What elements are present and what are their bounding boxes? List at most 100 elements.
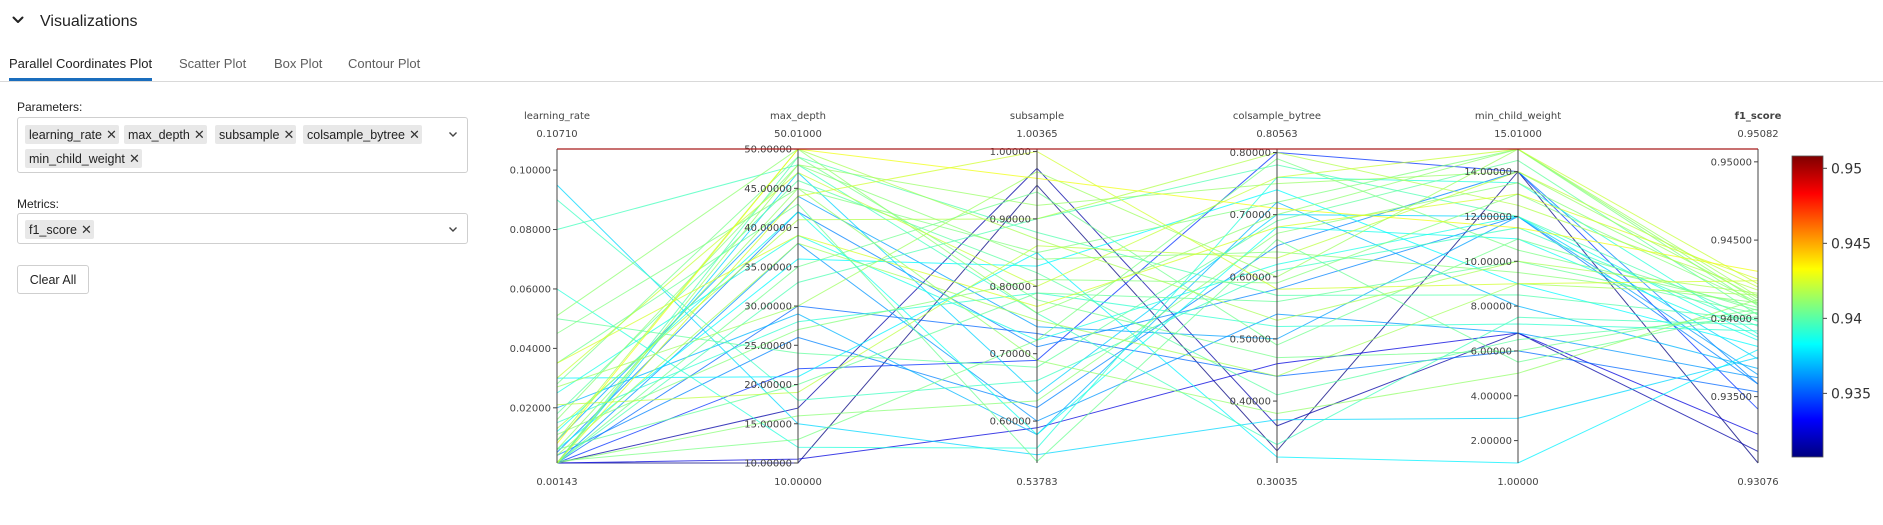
tick-label: 10.00000 <box>744 459 792 470</box>
parameter-chip: max_depth ✕ <box>124 125 207 144</box>
data-line <box>556 148 1759 334</box>
tick-label: 20.00000 <box>744 380 792 391</box>
data-line <box>556 148 1759 441</box>
tick-label: 1.00000 <box>990 147 1031 158</box>
remove-chip-icon[interactable]: ✕ <box>106 127 117 142</box>
axis-range-min: 10.00000 <box>774 477 822 488</box>
data-line <box>556 164 1759 446</box>
tick-label: 14.00000 <box>1464 167 1512 178</box>
parameter-chip: subsample ✕ <box>215 125 297 144</box>
tick-label: 0.06000 <box>510 284 551 295</box>
remove-chip-icon[interactable]: ✕ <box>409 127 420 142</box>
tick-label: 0.02000 <box>510 403 551 414</box>
data-line <box>556 292 1759 424</box>
data-line <box>556 211 1759 436</box>
data-line <box>556 242 1759 464</box>
tab-parallel-coordinates[interactable]: Parallel Coordinates Plot <box>9 48 153 81</box>
tick-label: 25.00000 <box>744 341 792 352</box>
data-line <box>556 164 1759 464</box>
data-line <box>556 189 1759 450</box>
data-line <box>556 148 1759 444</box>
remove-chip-icon[interactable]: ✕ <box>81 222 92 237</box>
axis-title: learning_rate <box>524 111 590 122</box>
tick-label: 0.70000 <box>1230 210 1271 221</box>
clear-all-button[interactable]: Clear All <box>17 265 89 294</box>
tick-label: 35.00000 <box>744 262 792 273</box>
tick-label: 0.04000 <box>510 344 551 355</box>
axis-colsample-bytree[interactable]: colsample_bytree 0.80563 0.30035 0.40000 0.5… <box>1230 111 1321 488</box>
data-line <box>556 176 1759 449</box>
chip-label: f1_score <box>29 223 77 237</box>
tick-label: 0.60000 <box>1230 272 1271 283</box>
data-line <box>556 242 1759 456</box>
data-line <box>556 191 1759 464</box>
remove-chip-icon[interactable]: ✕ <box>128 151 140 166</box>
axis-f1-score[interactable]: f1_score 0.95082 0.93076 0.93500 0.94000 0.94… <box>1711 111 1782 488</box>
visualizations-section-toggle[interactable]: Visualizations <box>8 8 138 36</box>
metrics-label: Metrics: <box>17 197 59 211</box>
data-line <box>556 193 1759 436</box>
data-line <box>556 164 1759 464</box>
tick-label: 30.00000 <box>744 302 792 313</box>
data-line <box>556 182 1759 464</box>
data-line <box>556 211 1759 453</box>
data-line <box>556 332 1759 464</box>
tab-contour-plot[interactable]: Contour Plot <box>348 56 421 71</box>
tick-label: 0.10000 <box>510 166 551 177</box>
data-line <box>556 148 1759 317</box>
axis-title: min_child_weight <box>1475 111 1561 122</box>
axis-subsample[interactable]: subsample 1.00365 0.53783 0.60000 0.70000 0.8… <box>990 111 1064 488</box>
axis-range-max: 1.00365 <box>1016 129 1057 140</box>
axis-range-max: 0.80563 <box>1256 129 1297 140</box>
tick-label: 0.60000 <box>990 417 1031 428</box>
tab-box-plot[interactable]: Box Plot <box>274 56 323 71</box>
axis-title: f1_score <box>1735 111 1782 122</box>
parameter-chip: min_child_weight ✕ <box>25 149 142 168</box>
data-line <box>556 156 1759 385</box>
chevron-down-icon[interactable] <box>447 128 459 140</box>
axis-learning-rate[interactable]: learning_rate 0.10710 0.00143 0.02000 0.0400… <box>510 111 590 488</box>
data-line <box>556 215 1759 394</box>
axis-range-max: 0.10710 <box>536 129 577 140</box>
tab-scatter-plot[interactable]: Scatter Plot <box>179 56 247 71</box>
axis-title: max_depth <box>770 111 826 122</box>
axis-min-child-weight[interactable]: min_child_weight 15.01000 1.00000 2.00000 4.… <box>1464 111 1561 488</box>
tick-label: 0.80000 <box>1230 148 1271 159</box>
data-line <box>556 179 1759 415</box>
remove-chip-icon[interactable]: ✕ <box>283 127 295 142</box>
axis-range-max: 50.01000 <box>774 129 822 140</box>
chip-label: subsample <box>219 128 280 142</box>
axis-range-min: 0.30035 <box>1256 477 1297 488</box>
chip-label: min_child_weight <box>29 152 125 166</box>
tick-label: 0.94000 <box>1711 314 1752 325</box>
chip-label: max_depth <box>128 128 190 142</box>
parameter-chip: learning_rate ✕ <box>25 125 119 144</box>
tick-label: 4.00000 <box>1471 391 1512 402</box>
data-line <box>556 195 1759 441</box>
data-line <box>556 260 1759 450</box>
tick-label: 0.93500 <box>1711 392 1752 403</box>
remove-chip-icon[interactable]: ✕ <box>193 127 205 142</box>
data-line <box>556 148 1759 379</box>
axis-title: colsample_bytree <box>1233 111 1321 122</box>
tick-label: 6.00000 <box>1471 346 1512 357</box>
colorbar-tick-label: 0.935 <box>1831 386 1871 402</box>
data-line <box>556 252 1759 464</box>
axis-max-depth[interactable]: max_depth 50.01000 10.00000 10.00000 15.0000… <box>744 111 826 488</box>
tick-label: 10.00000 <box>1464 257 1512 268</box>
tick-label: 15.00000 <box>744 419 792 430</box>
axis-title: subsample <box>1010 111 1064 122</box>
parameters-select[interactable]: learning_rate ✕ max_depth ✕ subsample ✕ col… <box>17 117 468 173</box>
chevron-down-icon[interactable] <box>447 223 459 235</box>
axis-range-max: 15.01000 <box>1494 129 1542 140</box>
metrics-select[interactable]: f1_score ✕ <box>17 213 468 244</box>
tick-label: 0.40000 <box>1230 397 1271 408</box>
chip-label: colsample_bytree <box>307 128 405 142</box>
tick-label: 8.00000 <box>1471 302 1512 313</box>
visualization-tabs: Parallel Coordinates Plot Scatter Plot B… <box>0 48 1883 82</box>
polylines-layer <box>556 148 1759 464</box>
data-line <box>556 151 1759 429</box>
axis-range-max: 0.95082 <box>1737 129 1778 140</box>
chip-label: learning_rate <box>29 128 102 142</box>
parameter-chip: colsample_bytree ✕ <box>303 125 422 144</box>
